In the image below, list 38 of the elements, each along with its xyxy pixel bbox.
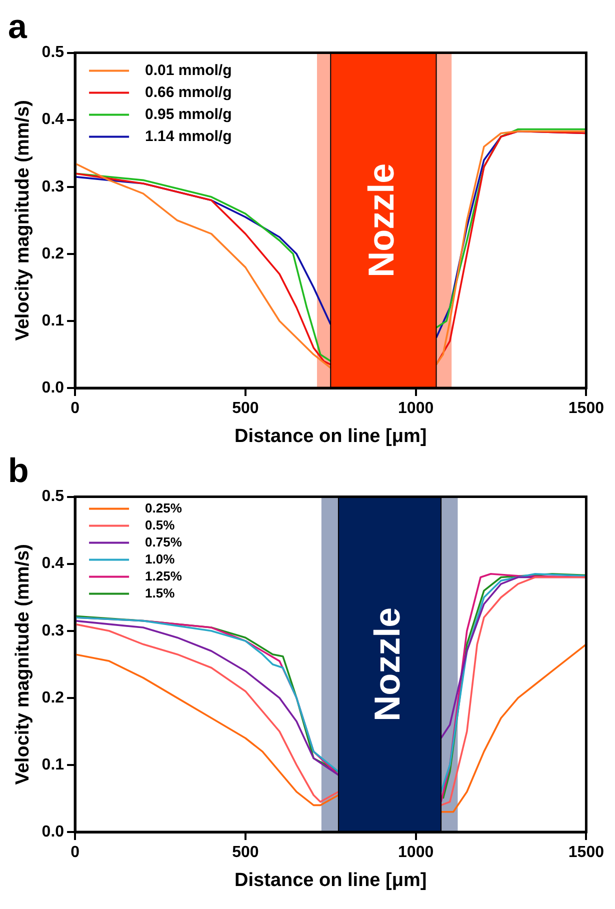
band-label: Nozzle [360, 163, 402, 278]
y-tick-label: 0.0 [42, 823, 64, 840]
y-tick-label: 0.3 [42, 622, 64, 640]
y-tick-label: 0.4 [42, 111, 64, 128]
y-axis-title: Velocity magnitude (mm/s) [12, 544, 34, 785]
legend-label: 0.75% [145, 534, 182, 550]
y-tick-label: 0.2 [42, 689, 64, 706]
legend-label: 0.25% [145, 500, 182, 516]
x-tick-label: 1500 [568, 400, 604, 418]
y-tick-label: 0.1 [42, 756, 64, 774]
band-label: Nozzle [366, 607, 408, 722]
y-axis-title: Velocity magnitude (mm/s) [12, 100, 34, 341]
x-axis-title: Distance on line [μm] [234, 426, 427, 447]
y-tick-label: 0.2 [42, 245, 64, 262]
y-tick-label: 0.5 [42, 44, 64, 62]
x-tick-label: 500 [232, 844, 259, 862]
x-tick-label: 1500 [568, 844, 604, 862]
y-tick-label: 0.5 [42, 488, 64, 506]
x-tick-label: 1000 [398, 400, 434, 418]
x-axis-title: Distance on line [μm] [234, 870, 427, 891]
y-tick-label: 0.1 [42, 312, 64, 330]
x-tick-label: 500 [232, 400, 259, 418]
y-tick-label: 0.0 [42, 379, 64, 396]
x-tick-label: 0 [70, 844, 80, 862]
legend-label: 0.66 mmol/g [145, 84, 232, 101]
chart-title: a [8, 8, 28, 46]
y-tick-label: 0.3 [42, 178, 64, 196]
chart-title: b [8, 452, 29, 490]
legend-label: 1.0% [145, 551, 176, 566]
y-tick-label: 0.4 [42, 555, 64, 572]
x-tick-label: 1000 [398, 844, 434, 862]
legend-label: 1.14 mmol/g [145, 128, 232, 145]
legend-label: 0.5% [145, 517, 176, 532]
legend-label: 0.95 mmol/g [145, 106, 232, 123]
legend-label: 1.25% [145, 568, 182, 584]
x-tick-label: 0 [70, 400, 80, 418]
legend-label: 0.01 mmol/g [145, 62, 232, 79]
legend-label: 1.5% [145, 585, 176, 600]
